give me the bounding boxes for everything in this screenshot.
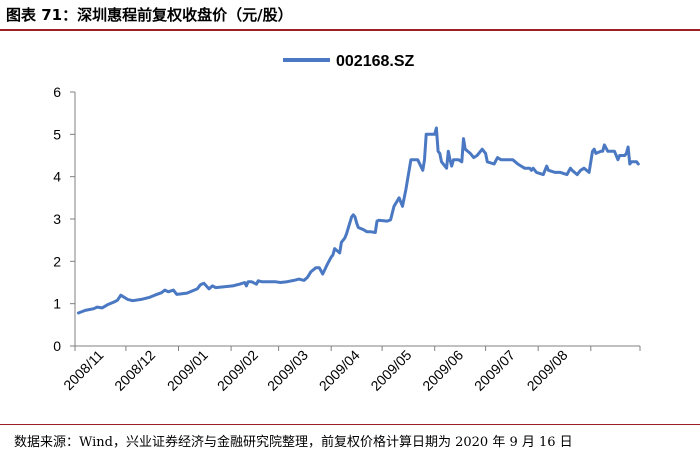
x-tick-label: 2009/05 — [367, 347, 414, 394]
y-tick-label: 4 — [53, 169, 61, 185]
chart-figure-title: 图表 71：深圳惠程前复权收盘价（元/股） — [6, 6, 293, 24]
x-tick-label: 2009/03 — [264, 347, 311, 394]
series-group — [76, 126, 640, 315]
x-tick-label: 2009/08 — [524, 347, 571, 394]
x-tick-label: 2008/11 — [60, 347, 107, 394]
source-note: 数据来源：Wind，兴业证券经济与金融研究院整理，前复权价格计算日期为 2020… — [14, 435, 573, 450]
x-tick-label: 2008/12 — [111, 347, 158, 394]
y-tick-label: 6 — [53, 84, 61, 100]
y-tick-label: 5 — [53, 126, 61, 142]
x-tick-label: 2009/07 — [471, 347, 518, 394]
x-tick-label: 2009/04 — [316, 347, 363, 394]
title-rule — [0, 29, 700, 31]
y-tick-label: 0 — [53, 338, 61, 354]
legend: 002168.SZ — [283, 53, 415, 70]
series-line-002168.SZ — [76, 126, 640, 315]
x-tick-label: 2009/01 — [164, 347, 211, 394]
source-rule — [0, 424, 700, 425]
x-tick-label: 2009/02 — [214, 347, 261, 394]
y-axis: 0 1 2 3 4 5 6 — [53, 84, 76, 354]
title-bar: 图表 71：深圳惠程前复权收盘价（元/股） — [0, 0, 700, 31]
y-tick-label: 1 — [53, 296, 61, 312]
y-tick-label: 2 — [53, 253, 61, 269]
x-tick-label: 2009/06 — [419, 347, 466, 394]
x-axis: 2008/11 2008/12 2009/01 2009/02 2009/03 2009/… — [60, 345, 641, 394]
legend-label: 002168.SZ — [336, 53, 415, 70]
y-tick-label: 3 — [53, 211, 61, 227]
